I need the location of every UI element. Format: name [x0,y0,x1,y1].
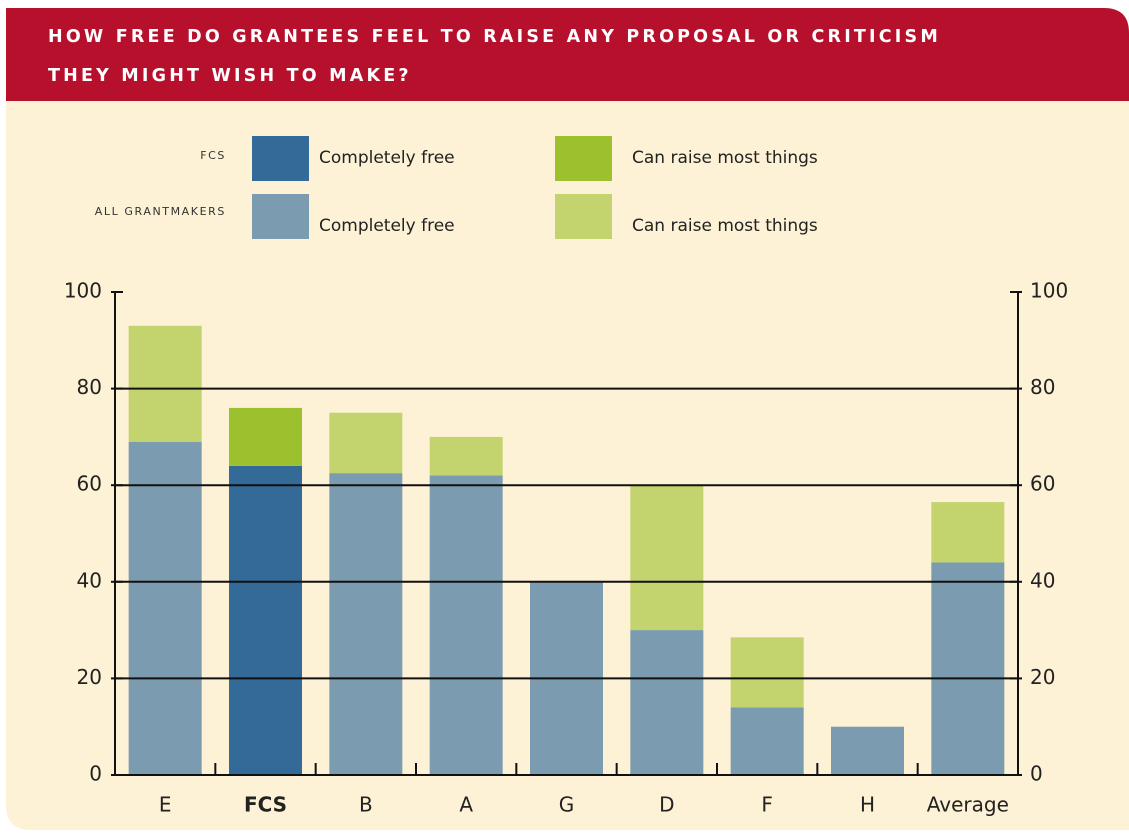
chart-title: HOW FREE DO GRANTEES FEEL TO RAISE ANY P… [48,27,941,47]
legend-label: Completely free [319,148,455,168]
bar [229,465,302,775]
bar [429,436,503,476]
bar [229,407,302,466]
legend-group-label: ALL GRANTMAKERS [95,205,226,218]
legend-swatch [252,136,309,181]
bar [630,485,704,631]
x-tick-label: G [559,793,575,817]
bar [931,562,1005,775]
bar [730,637,804,708]
chart-title: THEY MIGHT WISH TO MAKE? [48,66,412,86]
legend-label: Can raise most things [632,216,818,236]
x-tick-label: A [459,793,473,817]
legend-swatch [555,194,612,239]
bar [128,325,202,442]
bar [831,726,904,775]
x-tick-label: F [761,793,773,817]
x-tick-label: Average [927,793,1009,817]
y2-tick-label: 80 [1030,375,1055,399]
y-tick-label: 80 [77,375,102,399]
bar [329,412,403,474]
y-tick-label: 0 [89,762,102,786]
y2-tick-label: 40 [1030,568,1055,592]
bar [429,475,503,775]
bar [329,473,403,775]
legend-group-label: FCS [200,149,226,162]
legend-swatch [252,194,309,239]
y-tick-label: 100 [64,279,102,303]
legend-label: Completely free [319,216,455,236]
bar [128,441,202,775]
y-tick-label: 20 [77,665,102,689]
x-tick-label: B [359,793,373,817]
x-tick-label: FCS [244,793,287,817]
y2-tick-label: 20 [1030,665,1055,689]
bar [931,502,1005,563]
x-tick-label: E [159,793,172,817]
y2-tick-label: 100 [1030,279,1068,303]
y2-tick-label: 0 [1030,762,1043,786]
x-tick-label: D [659,793,674,817]
y-tick-label: 40 [77,568,102,592]
legend-label: Can raise most things [632,148,818,168]
y2-tick-label: 60 [1030,472,1055,496]
x-tick-label: H [860,793,875,817]
legend-swatch [555,136,612,181]
header [6,8,1129,101]
bar [630,630,704,775]
bar [730,707,804,775]
y-tick-label: 60 [77,472,102,496]
